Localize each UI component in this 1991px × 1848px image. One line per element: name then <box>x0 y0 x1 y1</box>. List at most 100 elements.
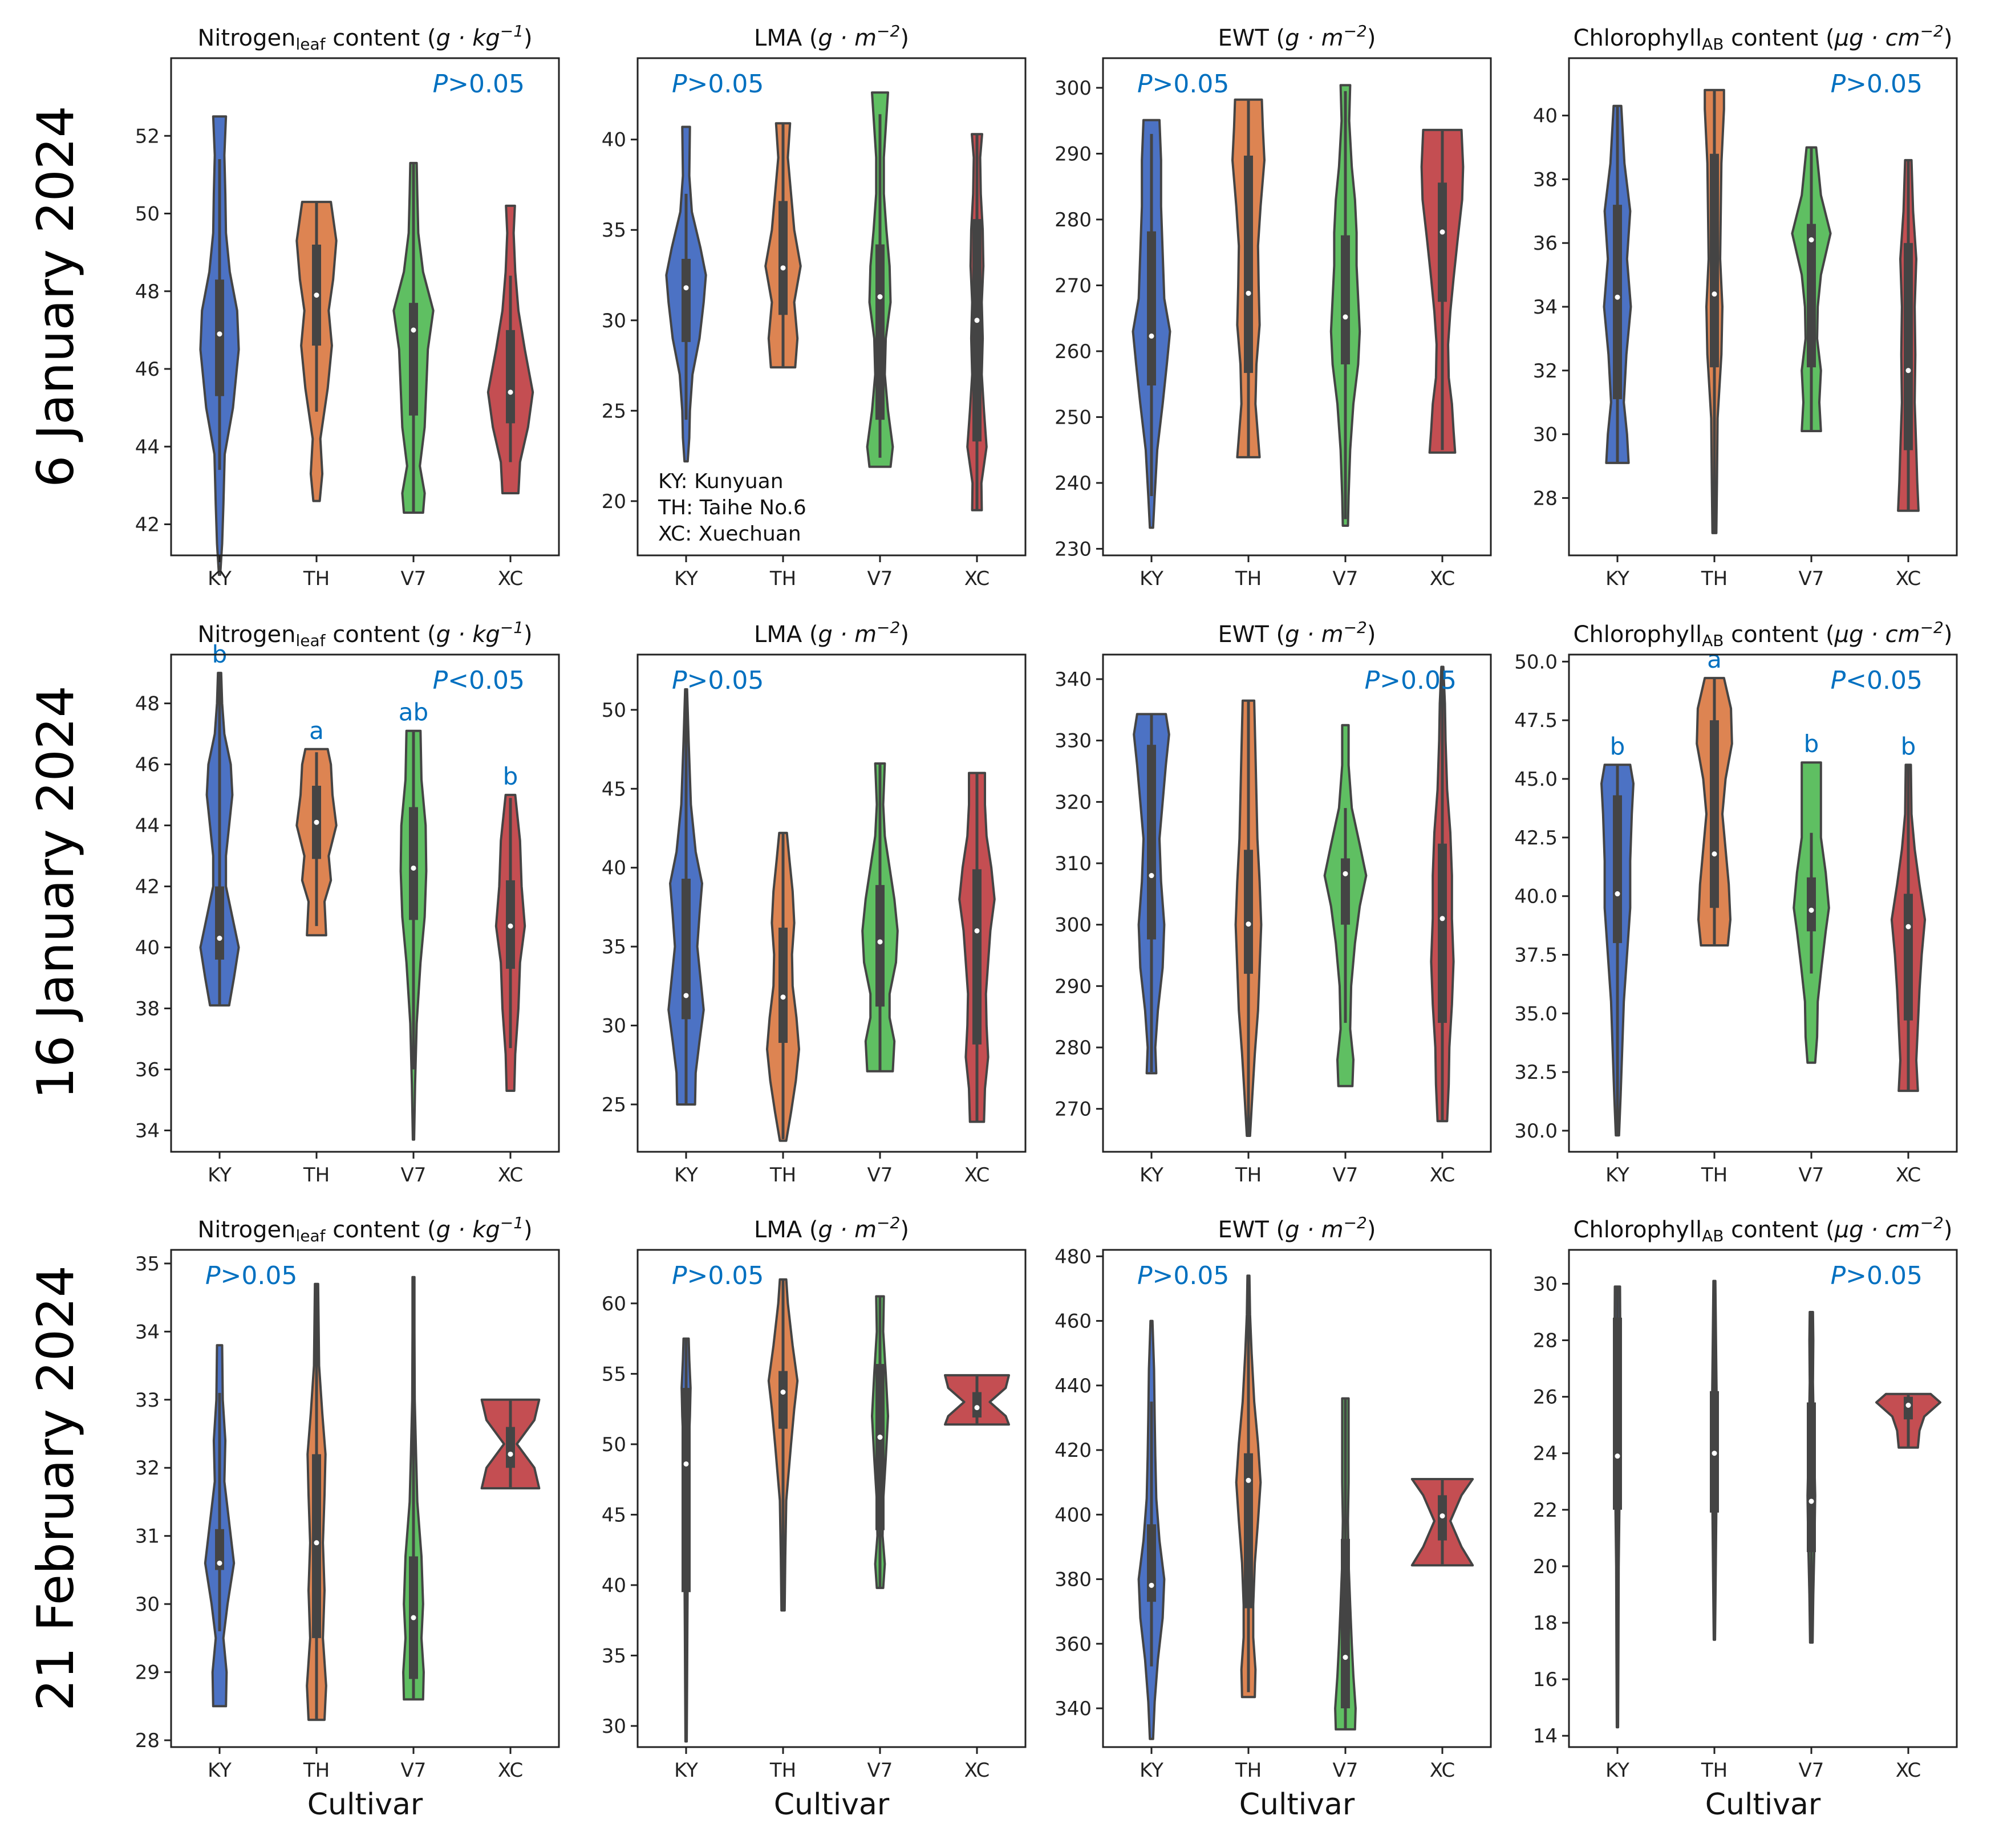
axes-frame <box>1102 1249 1492 1748</box>
x-tick-label: V7 <box>1333 1759 1359 1782</box>
x-tick-label: V7 <box>867 567 893 590</box>
p-symbol: P <box>433 666 448 695</box>
median-dot-TH <box>1712 291 1717 297</box>
iqr-box-TH <box>1244 1453 1253 1609</box>
y-tick-label: 55 <box>602 1363 626 1386</box>
median-dot-TH <box>1246 1477 1251 1483</box>
title-unit: μg · cm <box>1834 25 1920 51</box>
iqr-box-KY <box>682 1388 691 1593</box>
significance-letter: b <box>503 762 518 790</box>
title-main: LMA <box>754 1217 802 1243</box>
iqr-box-KY <box>682 258 691 342</box>
median-dot-XC <box>1905 924 1911 929</box>
p-value-annotation: P>0.05 <box>1137 1261 1229 1290</box>
p-value-annotation: P>0.05 <box>433 70 525 99</box>
y-tick-label: 50 <box>135 203 160 226</box>
significance-letter: b <box>1804 730 1819 758</box>
median-dot-V7 <box>1808 907 1814 913</box>
panel: EWT (g · m−2) KY TH V7 XC 270 280 290 300 310 320 3… <box>1055 618 1492 1187</box>
x-tick-label: XC <box>1430 567 1455 590</box>
iqr-box-KY <box>1147 745 1156 940</box>
title-unit-close: ) <box>1367 25 1376 51</box>
y-tick-label: 35.0 <box>1514 1002 1558 1025</box>
p-symbol: P <box>672 70 687 99</box>
x-tick-label: TH <box>1701 1164 1728 1187</box>
p-symbol: P <box>672 666 687 695</box>
iqr-box-V7 <box>1341 858 1350 925</box>
median-dot-TH <box>314 819 319 825</box>
median-dot-TH <box>314 1540 319 1546</box>
x-tick-label: KY <box>1605 567 1629 590</box>
y-tick-label: 42 <box>135 514 160 537</box>
title-exponent: −1 <box>500 618 524 637</box>
median-dot-TH <box>780 1389 786 1395</box>
title-main: EWT <box>1218 25 1270 51</box>
y-tick-label: 240 <box>1055 472 1092 495</box>
iqr-box-KY <box>215 1529 224 1570</box>
y-tick-label: 44 <box>135 815 160 838</box>
iqr-box-XC <box>506 1427 515 1468</box>
title-exponent: −2 <box>877 1213 900 1232</box>
title-unit: g · m <box>818 25 877 51</box>
panel-title: Nitrogenleaf content (g · kg−1) <box>197 618 532 651</box>
axes-frame <box>636 57 1027 557</box>
title-subscript: leaf <box>295 631 326 650</box>
y-tick-label: 40.0 <box>1514 886 1558 908</box>
y-tick-label: 34 <box>1533 296 1558 319</box>
title-main: Chlorophyll <box>1574 25 1702 51</box>
iqr-box-V7 <box>1807 224 1816 368</box>
panel: ChlorophyllAB content (μg · cm−2) KY TH V7 X… <box>1533 1213 1958 1822</box>
legend-line: XC: Xuechuan <box>658 522 801 546</box>
median-dot-TH <box>780 265 786 271</box>
median-dot-KY <box>683 1461 689 1467</box>
p-value-annotation: P>0.05 <box>205 1261 297 1290</box>
iqr-box-KY <box>1613 1317 1622 1510</box>
title-unit-close: ) <box>524 622 533 648</box>
x-tick-label: KY <box>208 1759 232 1782</box>
panel-title: EWT (g · m−2) <box>1218 22 1376 52</box>
y-tick-label: 42.5 <box>1514 827 1558 850</box>
y-tick-label: 40 <box>1533 105 1558 128</box>
iqr-box-KY <box>215 886 224 960</box>
x-tick-label: KY <box>1140 1164 1163 1187</box>
title-unit-close: ) <box>524 1217 533 1243</box>
median-dot-V7 <box>1343 1655 1348 1660</box>
p-symbol: P <box>433 70 448 99</box>
y-tick-label: 48 <box>135 281 160 303</box>
x-tick-label: TH <box>303 567 330 590</box>
y-tick-label: 34 <box>135 1321 160 1343</box>
p-symbol: P <box>1137 70 1153 99</box>
x-tick-label: KY <box>674 1759 698 1782</box>
title-subscript: AB <box>1702 1226 1724 1245</box>
y-tick-label: 30 <box>602 1715 626 1738</box>
axes-frame <box>1102 57 1492 557</box>
x-tick-label: TH <box>1701 567 1728 590</box>
median-dot-KY <box>1149 873 1154 879</box>
axes-frame <box>170 57 560 557</box>
p-symbol: P <box>205 1261 221 1290</box>
iqr-box-V7 <box>409 807 418 920</box>
panel: LMA (g · m−2) KY TH V7 XC 25 30 35 40 45 50 P>0.05 <box>602 618 1027 1187</box>
x-tick-label: TH <box>303 1164 330 1187</box>
title-unit-close: ) <box>1367 1217 1376 1243</box>
median-dot-TH <box>314 293 319 298</box>
x-tick-label: XC <box>1430 1164 1455 1187</box>
significance-letter: ab <box>399 698 428 726</box>
p-value-annotation: P>0.05 <box>672 70 764 99</box>
x-tick-label: V7 <box>1799 1164 1824 1187</box>
p-value: <0.05 <box>448 666 525 695</box>
y-tick-label: 460 <box>1055 1310 1092 1333</box>
axes-frame <box>636 653 1027 1153</box>
p-value-annotation: P>0.05 <box>1831 70 1923 99</box>
iqr-box-XC <box>1904 893 1913 1021</box>
p-value: >0.05 <box>687 666 764 695</box>
x-tick-label: XC <box>1896 567 1921 590</box>
title-unit-close: ) <box>1944 25 1953 51</box>
x-tick-label: V7 <box>1799 567 1824 590</box>
y-tick-label: 50.0 <box>1514 651 1558 673</box>
title-unit-open: ( <box>1269 1217 1285 1243</box>
y-tick-label: 52 <box>135 125 160 148</box>
iqr-box-TH <box>778 927 788 1043</box>
x-tick-label: V7 <box>867 1759 893 1782</box>
title-main: Nitrogen <box>197 622 295 648</box>
